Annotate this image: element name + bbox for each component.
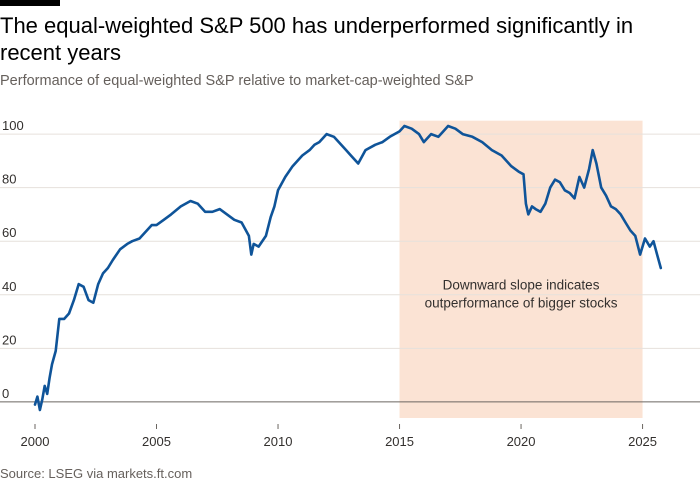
y-gridlines bbox=[0, 133, 700, 403]
series-line bbox=[33, 124, 663, 412]
shaded-region bbox=[399, 120, 643, 418]
x-tick-label: 2010 bbox=[264, 434, 293, 449]
annotation-line: outperformance of bigger stocks bbox=[425, 295, 618, 310]
line-chart: 0 20 40 60 80 100 2000 2005 2010 2015 2020 2025 Do… bbox=[0, 118, 700, 449]
chart-title: The equal-weighted S&P 500 has underperf… bbox=[0, 13, 634, 65]
y-tick-label: 40 bbox=[2, 279, 16, 294]
y-tick-label: 80 bbox=[2, 172, 16, 187]
x-tick-label: 2015 bbox=[385, 434, 414, 449]
header-rule bbox=[0, 0, 60, 6]
y-axis-labels: 0 20 40 60 80 100 bbox=[2, 118, 24, 401]
x-tick-label: 2025 bbox=[628, 434, 657, 449]
x-tick-label: 2020 bbox=[507, 434, 536, 449]
annotation-line: Downward slope indicates bbox=[443, 277, 600, 292]
series-group bbox=[33, 124, 663, 412]
shaded-period bbox=[399, 120, 643, 418]
y-tick-label: 20 bbox=[2, 332, 16, 347]
chart-subtitle: Performance of equal-weighted S&P relati… bbox=[0, 73, 474, 89]
y-tick-label: 100 bbox=[2, 118, 24, 133]
x-tick-label: 2005 bbox=[142, 434, 171, 449]
y-tick-label: 0 bbox=[2, 386, 9, 401]
x-tick-label: 2000 bbox=[21, 434, 50, 449]
x-axis-labels: 2000 2005 2010 2015 2020 2025 bbox=[21, 424, 657, 449]
annotation: Downward slope indicates outperformance o… bbox=[425, 277, 618, 310]
y-tick-label: 60 bbox=[2, 225, 16, 240]
source-note: Source: LSEG via markets.ft.com bbox=[0, 466, 193, 481]
